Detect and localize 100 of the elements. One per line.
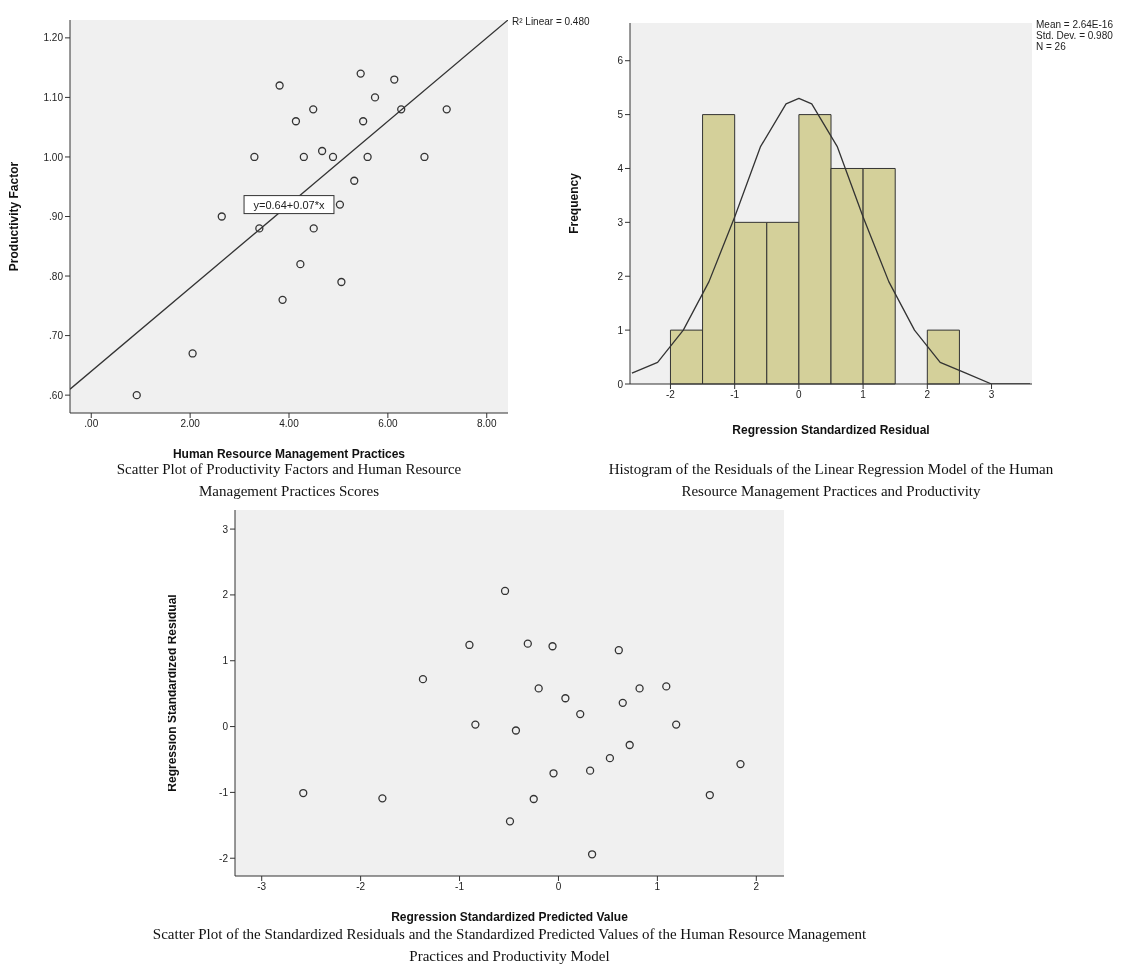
y-tick-label: -1: [219, 786, 229, 798]
y-axis-title: Regression Standardized Residual: [165, 594, 180, 792]
point: [356, 69, 365, 78]
text: Scatter Plot of the Standardized Residuals and the Standardized Predicted Values of the Human Resource Management Practices and Productivity Model: [151, 925, 868, 966]
x-tick-label: 2.00: [180, 418, 201, 430]
x-axis-title: Human Resource Management Practices: [172, 447, 406, 461]
point: [442, 105, 451, 114]
y-tick-label: 1: [617, 324, 624, 336]
text: Scatter Plot of Productivity Factors and Human Resource Management Practices Scores: [115, 461, 463, 501]
point: [662, 682, 671, 691]
y-tick-label: 3: [222, 523, 229, 535]
point: [618, 698, 627, 708]
y-axis-title: Productivity Factor: [7, 161, 22, 272]
point: [335, 200, 345, 209]
text: Histogram of the Residuals of the Linear Regression Model of the Human Resource Management Practices and Productivity: [607, 460, 1055, 501]
x-tick-label: -3: [257, 881, 267, 893]
point: [548, 642, 557, 651]
point: [363, 152, 372, 162]
y-tick-label: 1: [222, 655, 229, 667]
y-axis-title: Frequency: [567, 172, 582, 234]
point: [217, 212, 226, 221]
point: [278, 295, 287, 305]
y-tick-label: 1.10: [43, 91, 64, 103]
point: [561, 694, 570, 703]
point: [511, 726, 521, 735]
point: [188, 349, 197, 358]
point: [291, 117, 301, 126]
point: [705, 790, 714, 800]
y-tick-label: .90: [49, 211, 64, 223]
x-axis-title: Regression Standardized Residual: [732, 423, 930, 437]
point: [296, 259, 305, 269]
y-tick-label: 5: [617, 109, 624, 121]
y-tick-label: 0: [222, 721, 229, 733]
point: [359, 117, 368, 126]
y-tick-label: 2: [617, 270, 624, 282]
point: [255, 224, 264, 233]
point: [317, 146, 327, 156]
point: [635, 684, 644, 693]
y-tick-label: 0: [617, 378, 624, 390]
text: R² Linear = 0.480: [512, 16, 590, 27]
text: N = 26: [1036, 41, 1067, 52]
text: Std. Dev. = 0.980: [1036, 30, 1113, 41]
point: [337, 277, 346, 287]
x-tick-label: 1: [654, 881, 661, 893]
x-tick-label: 8.00: [477, 418, 497, 430]
x-axis-title: Regression Standardized Predicted Value: [391, 910, 629, 924]
point: [605, 754, 615, 763]
x-tick-label: 1: [860, 389, 867, 401]
x-tick-label: 2: [753, 881, 760, 893]
point: [505, 817, 515, 826]
point: [576, 709, 585, 719]
x-tick-label: -2: [356, 881, 366, 893]
y-tick-label: 3: [617, 216, 624, 228]
point: [299, 788, 308, 798]
point: [465, 640, 474, 650]
point: [500, 586, 510, 596]
x-tick-label: .00: [84, 418, 99, 430]
y-tick-label: .80: [49, 270, 64, 282]
point: [587, 850, 597, 859]
x-tick-label: -1: [455, 881, 465, 893]
point: [736, 759, 745, 769]
x-tick-label: 0: [555, 881, 562, 893]
point: [529, 794, 538, 804]
point: [672, 720, 681, 729]
x-tick-label: -2: [666, 389, 676, 401]
x-tick-label: 2: [924, 389, 931, 401]
point: [350, 176, 359, 185]
point: [614, 646, 623, 655]
point: [309, 224, 318, 233]
x-tick-label: 3: [988, 389, 995, 401]
point: [471, 720, 480, 729]
y-tick-label: -2: [219, 852, 229, 864]
point: [390, 75, 399, 84]
y-tick-label: 1.20: [43, 32, 64, 44]
annotation: y=0.64+0.07*x: [253, 198, 325, 211]
x-tick-label: -1: [730, 389, 740, 401]
y-tick-label: 6: [617, 55, 624, 67]
point: [299, 152, 308, 162]
point: [549, 769, 558, 778]
text: Mean = 2.64E-16: [1036, 19, 1113, 30]
x-tick-label: 6.00: [378, 418, 399, 430]
point: [420, 152, 429, 162]
y-tick-label: 1.00: [43, 151, 64, 163]
y-tick-label: 4: [617, 163, 624, 175]
point: [625, 740, 634, 750]
y-tick-label: .70: [49, 330, 64, 342]
point: [328, 152, 338, 162]
point: [534, 684, 543, 693]
point: [378, 794, 387, 803]
point: [370, 93, 380, 102]
point: [418, 675, 428, 684]
point: [275, 81, 284, 90]
point: [132, 390, 141, 400]
x-tick-label: 0: [796, 389, 803, 401]
point: [309, 105, 318, 114]
y-tick-label: 2: [222, 589, 229, 601]
point: [523, 639, 532, 648]
point: [585, 766, 595, 775]
x-tick-label: 4.00: [279, 418, 300, 430]
point: [250, 152, 259, 162]
